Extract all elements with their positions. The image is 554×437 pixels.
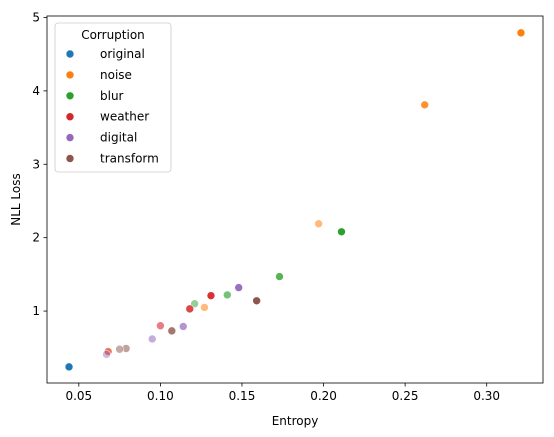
point-noise: [516, 28, 526, 38]
legend-label-blur: blur: [100, 89, 124, 103]
x-axis-label: Entropy: [272, 414, 319, 428]
point-weather: [103, 347, 113, 356]
legend: Corruption original noise blur weather digit…: [54, 22, 172, 173]
legend-label-transform: transform: [100, 152, 159, 166]
point-blur: [337, 227, 346, 237]
point-blur: [275, 272, 284, 281]
point-original: [64, 362, 74, 372]
y-tick-label: 3: [32, 157, 40, 171]
point-weather: [156, 321, 165, 331]
y-tick-label: 5: [32, 10, 40, 24]
plot-frame: [46, 15, 544, 384]
point-blur: [222, 290, 232, 300]
legend-frame: [54, 22, 172, 173]
legend-marker-weather: [65, 112, 75, 121]
legend-label-digital: digital: [100, 131, 137, 145]
y-axis-label: NLL Loss: [9, 173, 23, 225]
point-digital: [147, 334, 157, 344]
point-noise: [200, 303, 209, 312]
legend-marker-original: [65, 49, 75, 59]
y-tick-label: 2: [32, 231, 40, 245]
x-tick-label: 0.10: [147, 389, 174, 403]
point-transform: [252, 296, 261, 306]
y-tick-label: 4: [32, 84, 40, 98]
point-noise: [420, 100, 430, 110]
x-tick-label: 0.30: [473, 389, 500, 403]
legend-marker-noise: [65, 70, 75, 80]
legend-title: Corruption: [81, 28, 145, 42]
y-tick-label: 1: [32, 304, 40, 318]
point-weather: [206, 291, 216, 300]
point-transform: [167, 326, 177, 336]
point-weather: [185, 304, 195, 314]
point-digital: [102, 350, 111, 359]
point-noise: [314, 219, 323, 229]
legend-marker-transform: [65, 154, 75, 163]
legend-label-noise: noise: [100, 68, 132, 82]
x-tick-label: 0.20: [310, 389, 337, 403]
legend-marker-blur: [65, 91, 75, 101]
x-axis-ticks: 0.05 0.10 0.15 0.20 0.25 0.30: [65, 383, 500, 403]
legend-label-original: original: [100, 47, 145, 61]
y-axis-ticks: 1 2 3 4 5: [32, 10, 47, 318]
point-digital: [234, 283, 244, 292]
legend-label-weather: weather: [100, 110, 149, 124]
point-digital: [178, 322, 188, 331]
point-transform: [115, 344, 124, 354]
x-tick-label: 0.15: [229, 389, 256, 403]
x-tick-label: 0.05: [65, 389, 92, 403]
x-tick-label: 0.25: [392, 389, 419, 403]
legend-marker-digital: [65, 133, 75, 142]
data-points: [64, 28, 526, 372]
